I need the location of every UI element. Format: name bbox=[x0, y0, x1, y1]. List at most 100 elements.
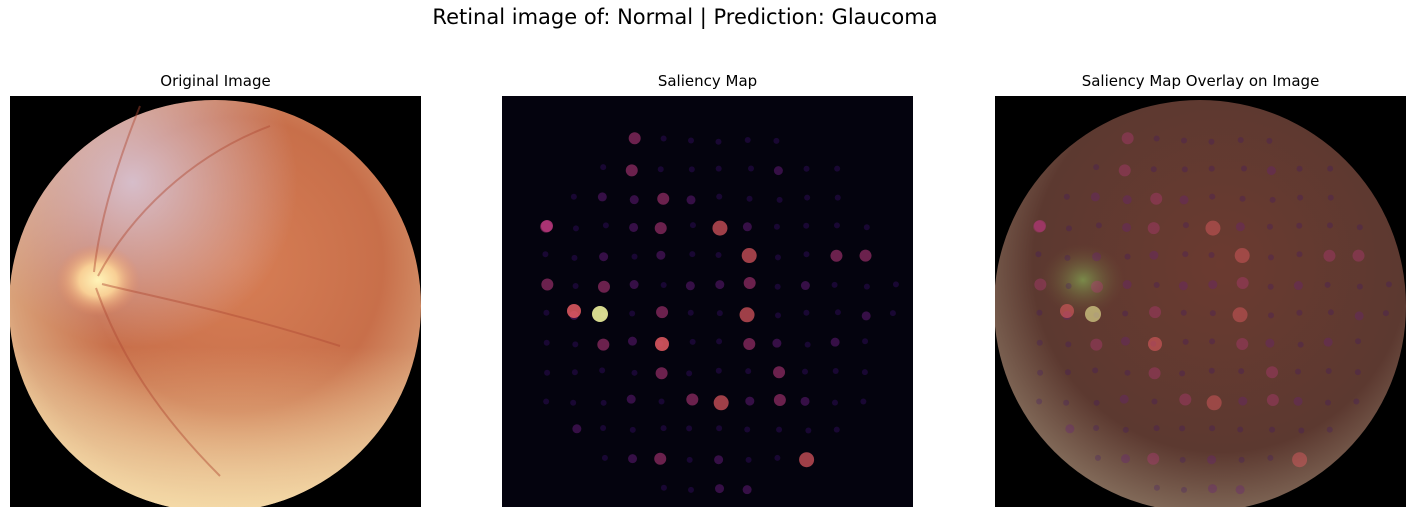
saliency-spot bbox=[688, 137, 695, 144]
saliency-spot bbox=[1352, 249, 1365, 262]
saliency-spot bbox=[597, 338, 610, 351]
saliency-spot bbox=[629, 280, 639, 290]
saliency-spot bbox=[1036, 309, 1043, 316]
saliency-spot bbox=[1356, 224, 1363, 231]
saliency-hotspot bbox=[592, 306, 608, 322]
saliency-spot bbox=[1122, 310, 1129, 317]
saliency-spot bbox=[600, 164, 607, 171]
saliency-spot bbox=[1090, 280, 1103, 293]
saliency-spot bbox=[715, 280, 725, 290]
saliency-spot bbox=[660, 282, 667, 289]
saliency-spot bbox=[1092, 252, 1102, 262]
saliency-spot bbox=[541, 278, 554, 291]
saliency-spot bbox=[572, 282, 579, 289]
saliency-spot bbox=[774, 454, 781, 461]
saliency-spot bbox=[1268, 312, 1275, 319]
saliency-spot bbox=[600, 425, 607, 432]
saliency-spot bbox=[1266, 137, 1273, 144]
saliency-spot bbox=[859, 249, 872, 262]
saliency-spot bbox=[1036, 339, 1043, 346]
saliency-spot bbox=[1064, 369, 1071, 376]
saliency-spot bbox=[657, 166, 664, 173]
saliency-spot bbox=[544, 369, 551, 376]
saliency-spot bbox=[716, 338, 723, 345]
saliency-spot bbox=[1295, 368, 1302, 375]
saliency-spot bbox=[600, 399, 607, 406]
saliency-spot bbox=[1182, 338, 1189, 345]
saliency-spot bbox=[1209, 338, 1216, 345]
saliency-spot bbox=[831, 399, 838, 406]
saliency-spot bbox=[1180, 309, 1187, 316]
saliency-spot bbox=[834, 309, 841, 316]
saliency-spot bbox=[892, 281, 899, 288]
saliency-spot bbox=[1208, 280, 1218, 290]
saliency-spot bbox=[1208, 252, 1215, 259]
saliency-spot bbox=[597, 280, 610, 293]
saliency-spot bbox=[686, 370, 693, 377]
saliency-spot bbox=[834, 194, 841, 201]
saliency-spot bbox=[1327, 194, 1334, 201]
saliency-spot bbox=[1148, 367, 1161, 380]
saliency-spot bbox=[1324, 281, 1331, 288]
saliency-hotspot bbox=[541, 220, 553, 232]
saliency-spot bbox=[1147, 452, 1160, 465]
saliency-spot bbox=[1293, 281, 1303, 291]
saliency-spot bbox=[631, 253, 638, 260]
saliency-spot bbox=[1269, 196, 1276, 203]
saliency-spot bbox=[601, 454, 608, 461]
saliency-spot bbox=[1093, 399, 1100, 406]
saliency-spot bbox=[774, 283, 781, 290]
saliency-spot bbox=[1179, 425, 1186, 432]
saliency-spot bbox=[775, 312, 782, 319]
saliency-spot bbox=[1209, 425, 1216, 432]
saliency-spot bbox=[1034, 278, 1047, 291]
saliency-spot bbox=[1235, 485, 1245, 495]
saliency-spot bbox=[1036, 398, 1043, 405]
saliency-spot bbox=[1093, 425, 1100, 432]
saliency-spot bbox=[543, 309, 550, 316]
saliency-spot bbox=[1118, 164, 1131, 177]
saliency-spot bbox=[689, 251, 696, 258]
saliency-spot bbox=[1293, 396, 1303, 406]
saliency-spot bbox=[1124, 253, 1131, 260]
saliency-spot bbox=[773, 394, 786, 407]
saliency-spot bbox=[1205, 220, 1221, 236]
saliency-spot bbox=[833, 426, 840, 433]
saliency-spot bbox=[804, 341, 811, 348]
saliency-hotspot bbox=[1148, 337, 1162, 351]
saliency-spot bbox=[803, 309, 810, 316]
saliency-spot bbox=[1092, 367, 1099, 374]
saliency-spot bbox=[1179, 456, 1186, 463]
saliency-spot bbox=[1094, 454, 1101, 461]
saliency-spot bbox=[1237, 426, 1244, 433]
saliency-spot bbox=[1266, 394, 1279, 407]
saliency-spot bbox=[570, 193, 577, 200]
saliency-spot bbox=[1065, 424, 1075, 434]
saliency-spot bbox=[831, 281, 838, 288]
saliency-spot bbox=[1121, 132, 1134, 145]
saliency-hotspot bbox=[1060, 304, 1074, 318]
saliency-spot bbox=[1122, 426, 1129, 433]
saliency-spot bbox=[628, 454, 638, 464]
saliency-spot bbox=[1208, 484, 1218, 494]
saliency-spot bbox=[773, 223, 780, 230]
saliency-spot bbox=[1325, 368, 1332, 375]
saliency-overlay-image bbox=[995, 96, 1406, 507]
panel-title-overlay: Saliency Map Overlay on Image bbox=[1081, 72, 1320, 90]
saliency-spot bbox=[1297, 194, 1304, 201]
saliency-spot bbox=[744, 426, 751, 433]
saliency-spot bbox=[1179, 195, 1189, 205]
saliency-spot bbox=[773, 166, 783, 176]
saliency-spot bbox=[629, 195, 639, 205]
saliency-spot bbox=[1180, 486, 1187, 493]
saliency-spot bbox=[629, 426, 636, 433]
saliency-map bbox=[502, 96, 913, 507]
saliency-spot bbox=[776, 426, 783, 433]
saliency-spot bbox=[1267, 254, 1274, 261]
saliency-spot bbox=[742, 485, 752, 495]
saliency-spot bbox=[1119, 394, 1129, 404]
saliency-spot bbox=[1122, 280, 1132, 290]
saliency-spot bbox=[1326, 426, 1333, 433]
saliency-spot bbox=[1063, 193, 1070, 200]
saliency-spot bbox=[1120, 336, 1130, 346]
